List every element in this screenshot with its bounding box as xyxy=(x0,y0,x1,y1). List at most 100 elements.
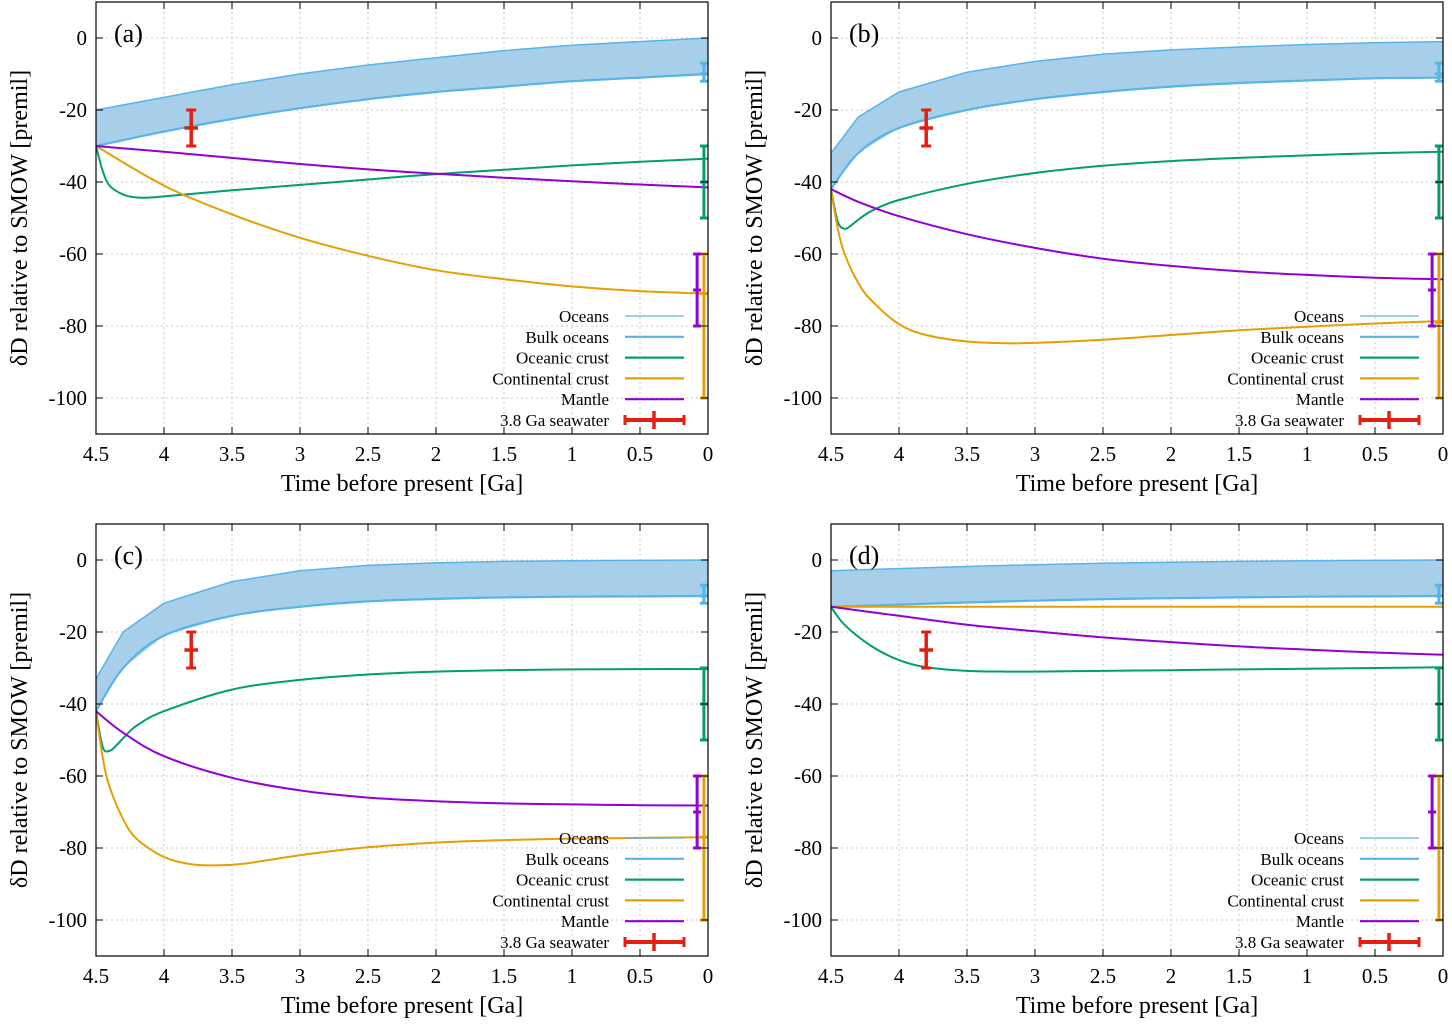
panel-label: (a) xyxy=(114,19,143,48)
legend: Oceans Bulk oceans Oceanic crustContinenta… xyxy=(1227,829,1421,952)
legend-item-3-8-ga-seawater: 3.8 Ga seawater xyxy=(500,411,686,430)
x-tick-label: 4.5 xyxy=(83,442,109,466)
oceans-line xyxy=(831,40,1443,154)
legend-item-bulk-oceans: Bulk oceans xyxy=(1260,850,1419,869)
legend-item-mantle: Mantle xyxy=(561,912,684,931)
x-tick-label: 1 xyxy=(567,964,578,988)
legend-item-oceans: Oceans xyxy=(1294,829,1419,848)
present-range-oceans xyxy=(699,583,708,605)
x-tick-label: 0.5 xyxy=(627,442,653,466)
legend-label: 3.8 Ga seawater xyxy=(500,933,609,952)
legend-item-oceanic-crust: Oceanic crust xyxy=(516,349,684,368)
x-tick-label: 4 xyxy=(894,964,905,988)
legend-item-bulk-oceans: Bulk oceans xyxy=(525,328,684,347)
legend-item-continental-crust: Continental crust xyxy=(1227,369,1419,388)
legend-label: Oceans xyxy=(1294,307,1344,326)
x-tick-label: 2.5 xyxy=(355,442,381,466)
series-bulk-oceans xyxy=(96,594,708,712)
x-tick-label: 3.5 xyxy=(954,964,980,988)
series-mantle xyxy=(831,605,1443,656)
x-axis-label: Time before present [Ga] xyxy=(281,471,523,497)
x-tick-label: 2.5 xyxy=(1090,964,1116,988)
y-tick-label: -80 xyxy=(794,314,822,338)
legend: Oceans Bulk oceans Oceanic crustContinenta… xyxy=(492,829,686,952)
panel-label: (d) xyxy=(849,541,879,570)
seawater-point xyxy=(919,108,933,148)
legend-item-oceanic-crust: Oceanic crust xyxy=(1251,349,1419,368)
y-tick-label: -100 xyxy=(49,908,88,932)
legend-item-3-8-ga-seawater: 3.8 Ga seawater xyxy=(1235,933,1421,952)
y-tick-label: -20 xyxy=(794,98,822,122)
legend-label: Mantle xyxy=(561,390,609,409)
plot-frame xyxy=(95,1,709,435)
x-tick-label: 4.5 xyxy=(818,964,844,988)
legend: Oceans Bulk oceans Oceanic crustContinenta… xyxy=(1227,307,1421,430)
x-axis-label: Time before present [Ga] xyxy=(1016,471,1258,497)
x-tick-label: 0 xyxy=(703,442,714,466)
panel-label: (b) xyxy=(849,19,879,48)
x-tick-label: 3.5 xyxy=(219,964,245,988)
series-bulk-oceans xyxy=(831,76,1443,190)
series-mantle xyxy=(96,145,708,189)
seawater-point xyxy=(184,630,198,670)
x-tick-label: 4 xyxy=(159,964,170,988)
oceans-band xyxy=(96,560,708,712)
y-tick-label: -60 xyxy=(59,764,87,788)
series-continental-crust xyxy=(831,189,1443,345)
legend-label: Bulk oceans xyxy=(1260,328,1344,347)
x-tick-label: 1 xyxy=(1302,964,1313,988)
legend-label: Oceanic crust xyxy=(516,349,609,368)
plot-frame xyxy=(95,523,709,957)
series-mantle xyxy=(831,188,1443,281)
x-tick-label: 2 xyxy=(431,964,442,988)
legend-label: Bulk oceans xyxy=(525,850,609,869)
series-bulk-oceans xyxy=(831,594,1443,608)
y-tick-label: -80 xyxy=(59,314,87,338)
legend-item-oceanic-crust: Oceanic crust xyxy=(516,871,684,890)
y-tick-label: -100 xyxy=(784,386,823,410)
y-tick-label: -60 xyxy=(59,242,87,266)
x-tick-label: 0 xyxy=(1438,442,1449,466)
x-tick-label: 0 xyxy=(1438,964,1449,988)
x-tick-label: 1.5 xyxy=(491,964,517,988)
series-mantle xyxy=(96,710,708,807)
y-tick-label: -100 xyxy=(784,908,823,932)
chart-panel-1: 4.5 4 3.5 3 2.5 2 1.5 1 0.5 0 0 -20 -40 -60 -80 -100 Tim… xyxy=(7,1,714,497)
y-tick-label: 0 xyxy=(812,548,823,572)
legend-label: Mantle xyxy=(561,912,609,931)
x-tick-label: 3 xyxy=(1030,442,1041,466)
x-tick-label: 2 xyxy=(431,442,442,466)
series-bulk-oceans xyxy=(96,72,708,148)
y-tick-label: -20 xyxy=(794,620,822,644)
y-tick-label: -40 xyxy=(794,170,822,194)
legend-item-continental-crust: Continental crust xyxy=(1227,891,1419,910)
y-axis-label: δD relative to SMOW [premil] xyxy=(742,592,768,888)
legend-label: Oceanic crust xyxy=(516,871,609,890)
legend-label: Continental crust xyxy=(1227,891,1344,910)
chart-panel-4: 4.5 4 3.5 3 2.5 2 1.5 1 0.5 0 0 -20 -40 -60 -80 -100 Tim… xyxy=(742,523,1449,1019)
legend-item-bulk-oceans: Bulk oceans xyxy=(525,850,684,869)
legend-item-oceans: Oceans xyxy=(1294,307,1419,326)
legend-item-continental-crust: Continental crust xyxy=(492,891,684,910)
x-tick-label: 3 xyxy=(295,442,306,466)
x-tick-label: 0.5 xyxy=(1362,964,1388,988)
y-tick-label: -40 xyxy=(59,692,87,716)
y-tick-label: -20 xyxy=(59,98,87,122)
chart-panel-2: 4.5 4 3.5 3 2.5 2 1.5 1 0.5 0 0 -20 -40 -60 -80 -100 Tim… xyxy=(742,1,1449,497)
legend-label: Oceanic crust xyxy=(1251,349,1344,368)
legend-label: Continental crust xyxy=(492,369,609,388)
y-axis-label: δD relative to SMOW [premil] xyxy=(7,70,33,366)
x-tick-label: 3 xyxy=(1030,964,1041,988)
x-tick-label: 2.5 xyxy=(1090,442,1116,466)
legend-item-3-8-ga-seawater: 3.8 Ga seawater xyxy=(500,933,686,952)
legend-label: 3.8 Ga seawater xyxy=(1235,411,1344,430)
x-tick-label: 1 xyxy=(1302,442,1313,466)
grid xyxy=(831,524,1443,956)
legend-item-3-8-ga-seawater: 3.8 Ga seawater xyxy=(1235,411,1421,430)
present-range-mantle xyxy=(1428,252,1437,328)
x-tick-label: 0.5 xyxy=(627,964,653,988)
plot-area xyxy=(831,559,1443,673)
x-axis-label: Time before present [Ga] xyxy=(281,993,523,1019)
legend-label: Oceans xyxy=(1294,829,1344,848)
